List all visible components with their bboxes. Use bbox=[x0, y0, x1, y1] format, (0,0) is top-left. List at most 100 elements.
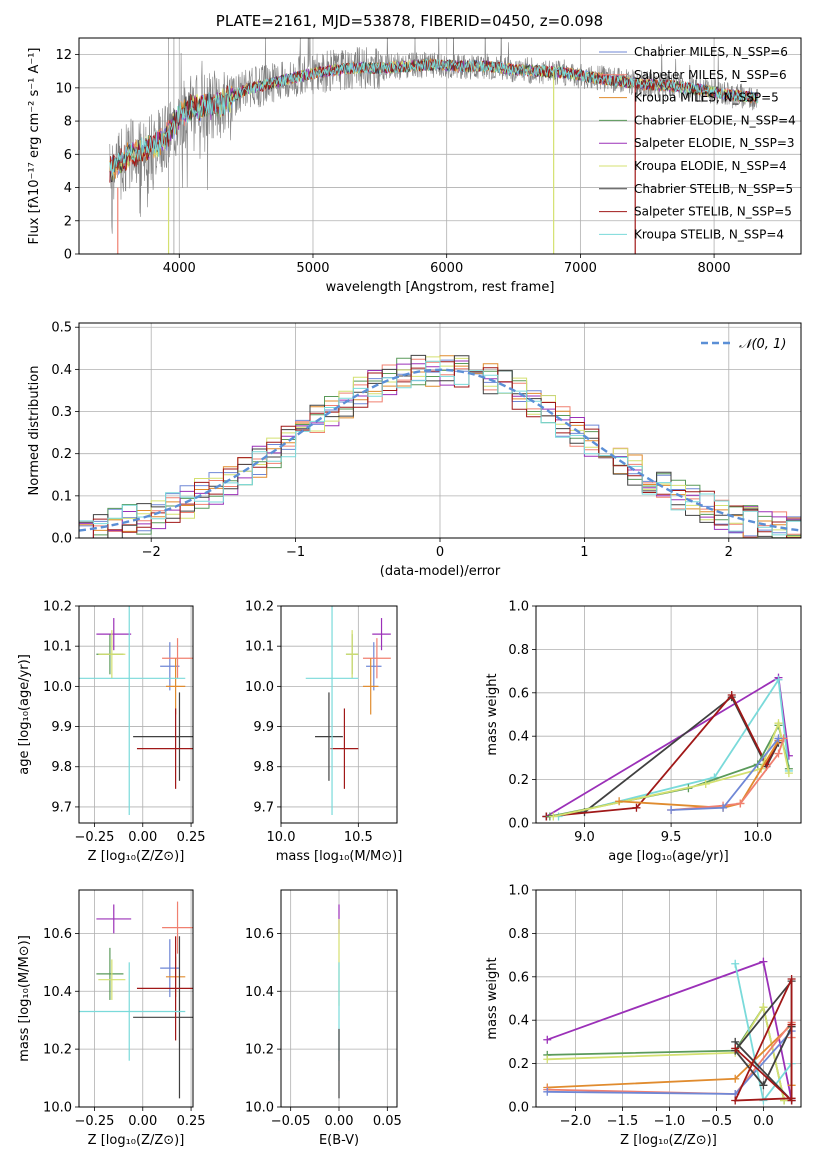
x-tick-label: 9.0 bbox=[574, 830, 595, 845]
y-tick-label: 0.1 bbox=[51, 489, 72, 504]
y-tick-label: 10.4 bbox=[43, 985, 72, 1000]
weight-point-chabrier_miles bbox=[667, 805, 676, 814]
y-tick-label: 10.0 bbox=[43, 1101, 72, 1116]
weight-point-salpeter_miles bbox=[774, 749, 783, 758]
axes-frame bbox=[78, 889, 194, 1108]
x-tick-label: 6000 bbox=[430, 261, 463, 276]
y-tick-label: 10.1 bbox=[245, 640, 274, 655]
x-tick-label: 2 bbox=[725, 545, 733, 560]
x-tick-label: −2.0 bbox=[560, 1114, 592, 1129]
weight-point-kroupa_miles bbox=[615, 797, 624, 806]
mass-vs-metallicity-panel: −0.25 0.00 0.25 10.0 10.2 10.4 10.6 Z [log₁₀(Z/… bbox=[17, 889, 206, 1148]
weight-point-kroupa_stelib bbox=[774, 675, 783, 684]
y-tick-label: 9.9 bbox=[253, 720, 274, 735]
weight-point-salpeter_stelib bbox=[787, 1020, 796, 1029]
x-axis-label: Z [log₁₀(Z/Z⊙)] bbox=[620, 1133, 717, 1148]
weight-point-chabrier_stelib bbox=[759, 1081, 768, 1090]
y-tick-label: 0.2 bbox=[508, 1057, 529, 1072]
x-tick-label: −0.25 bbox=[75, 1114, 115, 1129]
residual-histogram-panel: −2 −1 0 1 2 0.0 0.1 0.2 0.3 0.4 0.5 (data-model)/er… bbox=[27, 321, 802, 579]
y-tick-label: 0.4 bbox=[508, 1014, 529, 1029]
weight-point-salpeter_stelib bbox=[632, 803, 641, 812]
weight-point-salpeter_stelib bbox=[731, 1044, 740, 1053]
legend-entry: Salpeter MILES, N_SSP=6 bbox=[634, 68, 787, 82]
weight-point-salpeter_miles bbox=[736, 799, 745, 808]
weight-point-salpeter_elodie bbox=[543, 1035, 552, 1044]
mass-weight-vs-metallicity-panel: −2.0 −1.5 −1.0 −0.5 0.0 0.0 0.2 0.4 0.6 0.8 1.0 Z [… bbox=[485, 884, 802, 1148]
x-tick-label: 10.5 bbox=[344, 830, 373, 845]
age-vs-mass-panel: 10.0 10.5 9.7 9.8 9.9 10.0 10.1 10.2 mass [log₁₀… bbox=[245, 600, 403, 865]
y-tick-label: 12 bbox=[55, 48, 72, 63]
x-tick-label: 0.25 bbox=[177, 1114, 206, 1129]
x-tick-label: 8000 bbox=[698, 261, 731, 276]
y-tick-label: 10.2 bbox=[43, 1043, 72, 1058]
x-tick-label: 10.0 bbox=[743, 830, 772, 845]
y-tick-label: 0.8 bbox=[508, 927, 529, 942]
x-tick-label: 0.25 bbox=[177, 830, 206, 845]
x-tick-label: 10.0 bbox=[267, 830, 296, 845]
weight-point-kroupa_elodie bbox=[543, 1055, 552, 1064]
x-axis-label: mass [log₁₀(M/M⊙)] bbox=[276, 849, 403, 864]
y-axis-label: mass [log₁₀(M/M⊙)] bbox=[17, 935, 32, 1062]
axes-frame bbox=[78, 605, 194, 824]
weight-line-kroupa_stelib bbox=[558, 677, 790, 818]
weight-point-kroupa_elodie bbox=[759, 1003, 768, 1012]
x-tick-label: 4000 bbox=[163, 261, 196, 276]
y-tick-label: 9.9 bbox=[51, 720, 72, 735]
y-tick-label: 9.8 bbox=[51, 760, 72, 775]
x-tick-label: 5000 bbox=[296, 261, 329, 276]
x-tick-label: −1.0 bbox=[654, 1114, 686, 1129]
y-tick-label: 10 bbox=[55, 81, 72, 96]
x-tick-label: 1 bbox=[580, 545, 588, 560]
x-tick-label: 9.5 bbox=[661, 830, 682, 845]
y-tick-label: 0.8 bbox=[508, 643, 529, 658]
y-tick-label: 0.4 bbox=[51, 363, 72, 378]
y-tick-label: 6 bbox=[64, 148, 72, 163]
y-tick-label: 0.6 bbox=[508, 970, 529, 985]
y-tick-label: 0.3 bbox=[51, 405, 72, 420]
y-tick-label: 10.0 bbox=[43, 680, 72, 695]
weight-point-chabrier_miles bbox=[774, 734, 783, 743]
weight-point-kroupa_stelib bbox=[759, 1096, 768, 1105]
mass-weight-vs-age-panel: 9.0 9.5 10.0 0.0 0.2 0.4 0.6 0.8 1.0 age [log₁₀(a… bbox=[485, 600, 802, 864]
legend-entry: Chabrier ELODIE, N_SSP=4 bbox=[634, 113, 796, 127]
x-tick-label: −1 bbox=[286, 545, 305, 560]
legend-entry: Salpeter ELODIE, N_SSP=3 bbox=[634, 136, 795, 150]
weight-point-chabrier_miles bbox=[543, 1087, 552, 1096]
x-tick-label: 7000 bbox=[564, 261, 597, 276]
y-tick-label: 0.2 bbox=[51, 447, 72, 462]
y-tick-label: 4 bbox=[64, 181, 72, 196]
y-tick-label: 1.0 bbox=[508, 600, 529, 615]
mass-vs-extinction-panel: −0.05 0.00 0.05 10.0 10.2 10.4 10.6 E(B-V) bbox=[245, 889, 402, 1148]
normal-curve bbox=[79, 368, 801, 532]
figure-title: PLATE=2161, MJD=53878, FIBERID=0450, z=0… bbox=[215, 12, 604, 30]
weight-point-chabrier_miles bbox=[719, 803, 728, 812]
y-tick-label: 1.0 bbox=[508, 884, 529, 899]
age-vs-metallicity-panel: −0.25 0.00 0.25 9.7 9.8 9.9 10.0 10.1 10.2 Z [log… bbox=[17, 600, 206, 865]
histogram-chabrier_stelib bbox=[79, 354, 801, 538]
x-tick-label: 0.0 bbox=[753, 1114, 774, 1129]
y-tick-label: 9.7 bbox=[51, 800, 72, 815]
weight-line-kroupa_miles bbox=[619, 740, 780, 809]
axes-frame bbox=[78, 37, 802, 255]
x-tick-label: 0.00 bbox=[325, 1114, 354, 1129]
model-spectrum-kroupa_stelib bbox=[109, 59, 759, 176]
y-axis-label: mass weight bbox=[485, 957, 500, 1039]
x-axis-label: Z [log₁₀(Z/Z⊙)] bbox=[88, 849, 185, 864]
x-tick-label: 0.00 bbox=[128, 830, 157, 845]
legend-entry: Chabrier MILES, N_SSP=6 bbox=[634, 45, 788, 59]
y-tick-label: 10.2 bbox=[245, 600, 274, 615]
y-axis-label: mass weight bbox=[485, 673, 500, 755]
x-tick-label: 0.00 bbox=[128, 1114, 157, 1129]
x-axis-label: wavelength [Angstrom, rest frame] bbox=[326, 280, 555, 295]
y-tick-label: 10.1 bbox=[43, 640, 72, 655]
y-tick-label: 0.4 bbox=[508, 730, 529, 745]
x-axis-label: Z [log₁₀(Z/Z⊙)] bbox=[88, 1133, 185, 1148]
axes-frame bbox=[280, 889, 398, 1108]
axes-frame bbox=[280, 605, 398, 824]
x-tick-label: −0.5 bbox=[701, 1114, 733, 1129]
x-axis-label: E(B-V) bbox=[319, 1133, 359, 1148]
x-tick-label: −2 bbox=[142, 545, 161, 560]
axes-frame bbox=[78, 322, 802, 539]
